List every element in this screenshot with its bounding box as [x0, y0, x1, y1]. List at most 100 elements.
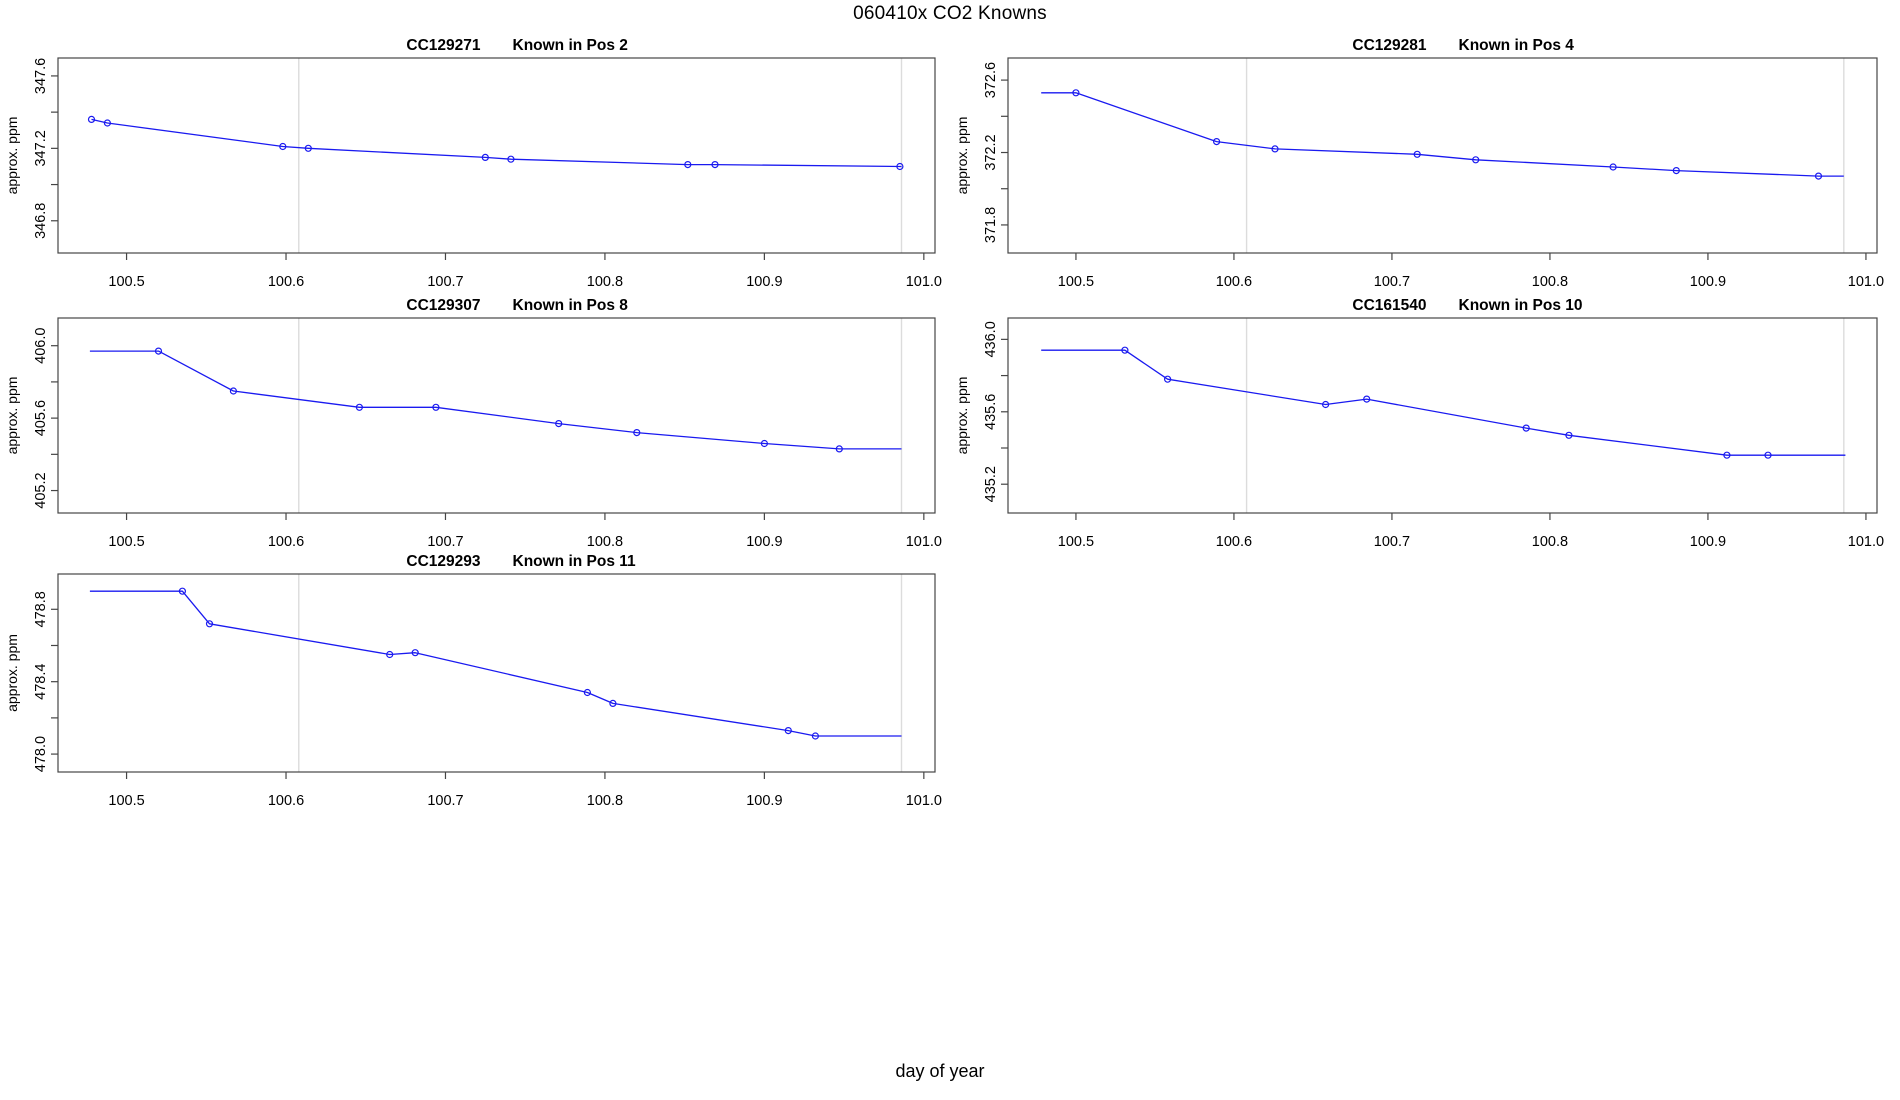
plot-box [1007, 317, 1878, 514]
data-point [1271, 145, 1279, 153]
series-line [1041, 349, 1846, 456]
x-tick-label: 100.8 [587, 274, 623, 290]
data-point [633, 429, 641, 437]
x-tick-label: 100.7 [427, 534, 463, 550]
data-point [1363, 395, 1371, 403]
y-axis-label: approx. ppm [4, 634, 20, 712]
y-tick-label: 347.6 [33, 58, 49, 94]
data-point [1321, 400, 1330, 409]
data-point [1565, 431, 1573, 439]
data-point [432, 403, 440, 411]
data-point [411, 649, 419, 657]
x-tick-label: 101.0 [906, 274, 942, 290]
x-tick-label: 100.6 [268, 274, 304, 290]
x-tick-label: 100.9 [746, 793, 782, 809]
x-axis-title: day of year [895, 1061, 985, 1081]
data-point [154, 347, 163, 355]
y-axis-label: approx. ppm [4, 117, 20, 195]
x-tick-label: 101.0 [906, 534, 942, 550]
data-point [896, 162, 904, 171]
y-tick-label: 372.6 [983, 62, 999, 98]
data-point [178, 587, 186, 595]
y-tick-label: 372.2 [983, 134, 999, 170]
y-tick-label: 346.8 [33, 203, 49, 239]
data-point [386, 650, 394, 659]
x-tick-label: 100.7 [1374, 534, 1410, 550]
x-tick-label: 101.0 [906, 793, 942, 809]
x-tick-label: 100.6 [268, 534, 304, 550]
series-line [91, 118, 902, 168]
plot-title-id: CC129281 [1352, 37, 1426, 54]
data-point [811, 732, 820, 740]
data-point [355, 403, 363, 411]
data-point [1121, 346, 1129, 354]
x-tick-label: 100.9 [1690, 274, 1726, 290]
y-axis-label: approx. ppm [954, 377, 970, 455]
x-tick-label: 100.5 [1058, 274, 1094, 290]
plot-title-pos: Known in Pos 11 [513, 553, 637, 570]
x-tick-label: 100.6 [1216, 274, 1252, 290]
data-point [1212, 138, 1221, 146]
data-point [609, 699, 617, 708]
plot-box [57, 317, 936, 514]
data-point [1472, 156, 1480, 164]
data-point [87, 115, 96, 124]
data-point [784, 726, 792, 735]
data-point [1522, 424, 1530, 432]
data-point [1609, 163, 1617, 171]
plot-title-pos: Known in Pos 4 [1459, 37, 1575, 54]
y-axis-label: approx. ppm [4, 377, 20, 455]
x-tick-label: 100.5 [108, 274, 144, 290]
x-tick-label: 101.0 [1848, 534, 1884, 550]
x-tick-label: 100.7 [427, 793, 463, 809]
y-tick-label: 405.2 [33, 472, 49, 508]
data-point [711, 161, 719, 169]
x-tick-label: 101.0 [1848, 274, 1884, 290]
data-point [507, 155, 515, 163]
x-tick-label: 100.9 [746, 534, 782, 550]
data-point [583, 688, 592, 697]
series-line [89, 350, 902, 450]
series-line [89, 590, 902, 737]
y-tick-label: 371.8 [983, 207, 999, 243]
x-tick-label: 100.9 [1690, 534, 1726, 550]
y-tick-label: 478.4 [33, 664, 49, 700]
y-tick-label: 406.0 [33, 328, 49, 364]
data-point [205, 620, 214, 628]
x-tick-label: 100.8 [587, 793, 623, 809]
data-point [279, 142, 287, 151]
data-point [304, 144, 312, 152]
series-line [1041, 92, 1844, 177]
x-tick-label: 100.5 [108, 534, 144, 550]
x-tick-label: 100.7 [1374, 274, 1410, 290]
data-point [1672, 167, 1680, 175]
plot-title-id: CC161540 [1352, 297, 1426, 314]
plot-title-id: CC129271 [406, 37, 480, 54]
data-point [1764, 451, 1772, 459]
plot-box [57, 573, 936, 773]
x-tick-label: 100.8 [1532, 534, 1568, 550]
x-tick-label: 100.5 [1058, 534, 1094, 550]
data-point [1072, 89, 1080, 97]
data-point [1723, 451, 1731, 459]
data-point [835, 445, 843, 453]
data-point [555, 420, 563, 428]
data-point [1814, 172, 1823, 180]
x-tick-label: 100.5 [108, 793, 144, 809]
plot-title-pos: Known in Pos 10 [1459, 297, 1583, 314]
data-point [229, 387, 237, 395]
x-tick-label: 100.9 [746, 274, 782, 290]
plot-title-pos: Known in Pos 8 [513, 297, 629, 314]
data-point [1413, 150, 1421, 158]
plot-title-id: CC129307 [406, 297, 480, 314]
plot-title-pos: Known in Pos 2 [513, 37, 628, 54]
y-axis-label: approx. ppm [954, 117, 970, 195]
data-point [103, 119, 112, 127]
data-point [684, 161, 692, 169]
plot-title-id: CC129293 [406, 553, 480, 570]
plot-box [1007, 57, 1878, 254]
x-tick-label: 100.8 [1532, 274, 1568, 290]
